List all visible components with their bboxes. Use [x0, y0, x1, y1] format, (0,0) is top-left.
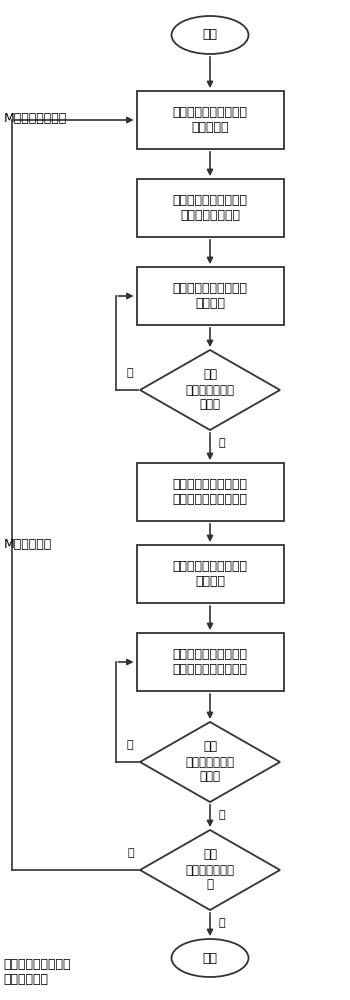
Text: 是: 是 — [219, 438, 225, 448]
Text: 否: 否 — [126, 368, 133, 378]
Text: 是否
满足算法终止条
件: 是否 满足算法终止条 件 — [186, 848, 234, 892]
Text: 给定裂解原料分配和清
焦排序方案: 给定裂解原料分配和清 焦排序方案 — [173, 106, 247, 134]
Bar — [136, 463, 284, 521]
Polygon shape — [140, 722, 280, 802]
Text: 当前下界对应的解为
最优控制方案: 当前下界对应的解为 最优控制方案 — [4, 958, 71, 986]
Bar — [136, 91, 284, 149]
Text: 确定搜索方向和步长，
更新方案: 确定搜索方向和步长， 更新方案 — [173, 282, 247, 310]
Polygon shape — [140, 830, 280, 910]
Text: 是: 是 — [219, 810, 225, 820]
Text: 是否
求解所有线性规
划问题: 是否 求解所有线性规 划问题 — [186, 740, 234, 784]
Text: 给定初始的各批次生产
时间，计算库存量: 给定初始的各批次生产 时间，计算库存量 — [173, 194, 247, 222]
Bar — [136, 633, 284, 691]
Ellipse shape — [172, 16, 248, 54]
Text: 否: 否 — [128, 848, 134, 858]
Text: 更新当前最好的控制方
案及目标函数的下界值: 更新当前最好的控制方 案及目标函数的下界值 — [173, 478, 247, 506]
Text: 构造、求解松弛的线性
规划问题并更新上界值: 构造、求解松弛的线性 规划问题并更新上界值 — [173, 648, 247, 676]
Ellipse shape — [172, 939, 248, 977]
Text: 否: 否 — [126, 740, 133, 750]
Text: 是否
增长方向小于设
置阈值: 是否 增长方向小于设 置阈值 — [186, 368, 234, 412]
Bar — [136, 267, 284, 325]
Text: 是: 是 — [219, 918, 225, 928]
Text: M组离散控制变量: M组离散控制变量 — [4, 111, 67, 124]
Bar — [136, 179, 284, 237]
Text: 结束: 结束 — [203, 952, 217, 964]
Polygon shape — [140, 350, 280, 430]
Text: 开始: 开始 — [203, 28, 217, 41]
Text: M个控制方案: M个控制方案 — [4, 538, 52, 552]
Text: 构造出近似的线性作业
排产问题: 构造出近似的线性作业 排产问题 — [173, 560, 247, 588]
Bar — [136, 545, 284, 603]
